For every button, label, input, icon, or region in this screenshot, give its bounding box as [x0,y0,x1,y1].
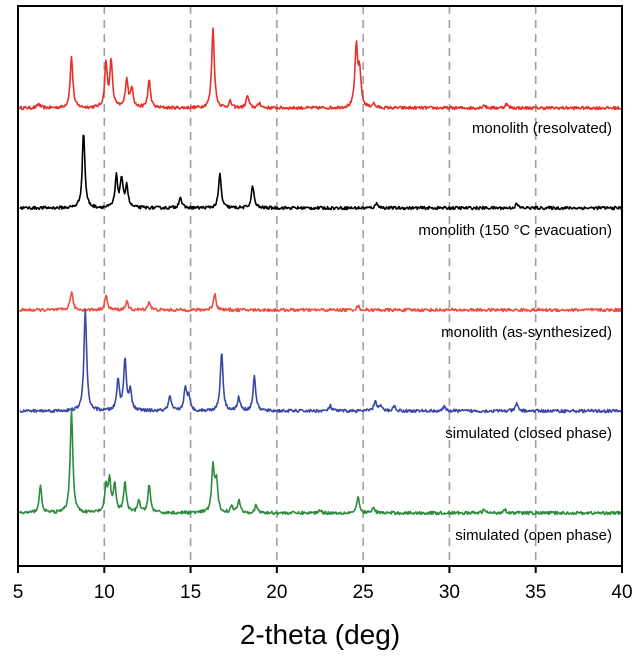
x-tick-label-20: 20 [266,582,287,603]
series-line-3 [19,308,623,414]
x-axis-ticks: 5 10 15 20 25 30 35 40 [13,566,633,603]
series-label-0: monolith (resolvated) [472,120,612,137]
x-tick-label-10: 10 [94,582,115,603]
series-labels: monolith (resolvated) monolith (150 °C ev… [418,120,612,544]
x-tick-label-40: 40 [611,582,632,603]
series-label-3: simulated (closed phase) [445,425,612,442]
series-line-2 [18,291,623,313]
x-tick-label-25: 25 [353,582,374,603]
series-group [18,27,623,516]
series-label-4: simulated (open phase) [455,527,612,544]
x-tick-label-15: 15 [180,582,201,603]
series-line-0 [18,27,623,111]
series-label-1: monolith (150 °C evacuation) [418,222,612,239]
series-line-1 [19,134,623,211]
series-label-2: monolith (as-synthesized) [441,324,612,341]
x-tick-label-30: 30 [439,582,460,603]
x-tick-label-35: 35 [525,582,546,603]
gridlines [103,6,537,566]
x-tick-label-5: 5 [13,582,24,603]
series-line-4 [18,409,623,516]
x-axis-title: 2-theta (deg) [240,619,400,650]
plot-frame [17,5,623,567]
